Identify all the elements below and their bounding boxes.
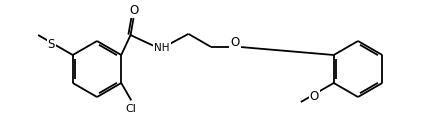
Text: O: O — [129, 4, 138, 17]
Text: O: O — [310, 91, 319, 104]
Text: NH: NH — [154, 43, 170, 53]
Text: Cl: Cl — [126, 104, 137, 114]
Text: S: S — [48, 38, 55, 51]
Text: O: O — [230, 36, 240, 49]
